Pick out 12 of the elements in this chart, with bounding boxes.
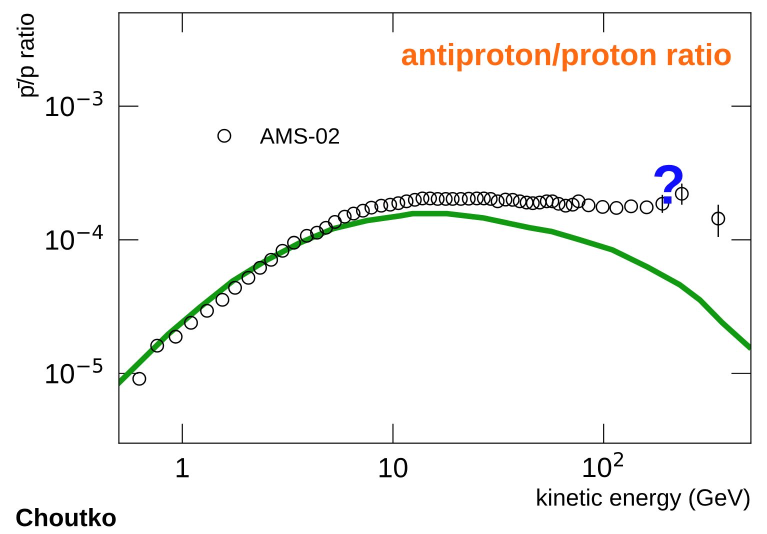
text: antiproton/proton ratio (402, 42, 731, 72)
x-tick-label: 10 (380, 458, 408, 478)
legend-label: AMS-02 (260, 128, 340, 144)
x-tick-label: 1 (176, 458, 189, 478)
y-tick-label: 10$^{−4}$ (46, 224, 103, 250)
y-tick-label: 10$^{−3}$ (46, 90, 102, 116)
annotation: ? (654, 164, 683, 204)
text: Choutko (16, 508, 116, 526)
y-tick-label: 10$^{−5}$ (46, 358, 102, 384)
x-axis-title: kinetic energy (GeV) (537, 488, 750, 511)
y-axis-title: p̄/p ratio (16, 14, 39, 97)
x-tick-label: 10$^{2}$ (584, 452, 624, 478)
